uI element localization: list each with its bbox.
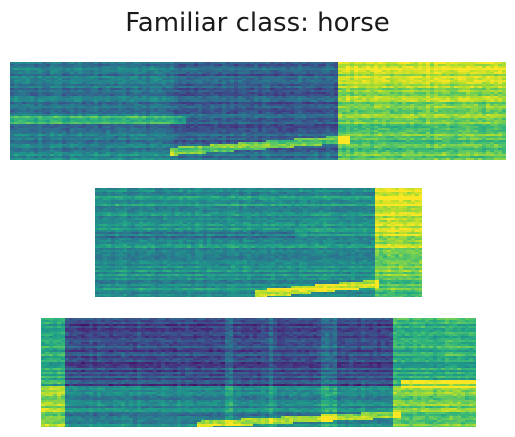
spectrogram-2 <box>95 188 422 297</box>
figure-title: Familiar class: horse <box>125 8 390 38</box>
spectrogram-1 <box>10 62 506 160</box>
spectrogram-3 <box>41 318 476 427</box>
